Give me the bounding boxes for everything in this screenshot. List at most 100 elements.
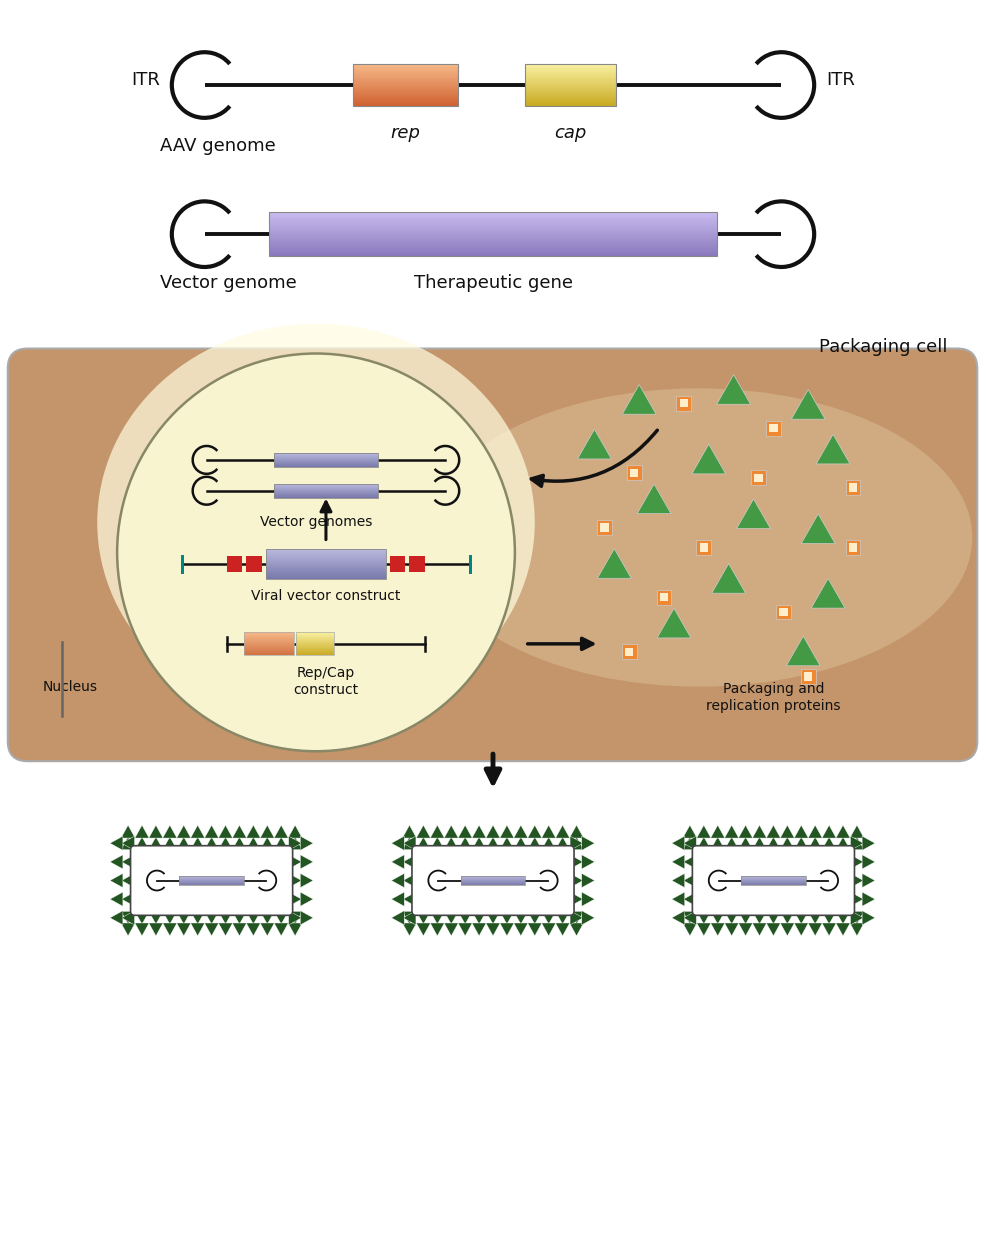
Polygon shape (751, 836, 766, 850)
Polygon shape (391, 892, 404, 907)
Polygon shape (528, 912, 541, 924)
Polygon shape (204, 912, 219, 924)
Polygon shape (402, 855, 415, 868)
Polygon shape (499, 912, 514, 924)
Bar (597, 520, 611, 534)
Polygon shape (821, 825, 835, 837)
Bar (768, 424, 777, 433)
Polygon shape (176, 836, 190, 850)
Bar (800, 669, 814, 684)
Polygon shape (682, 855, 696, 868)
Polygon shape (274, 825, 288, 837)
Polygon shape (794, 912, 808, 924)
Polygon shape (499, 825, 514, 837)
Bar (775, 605, 790, 620)
Polygon shape (682, 892, 696, 907)
Polygon shape (581, 892, 594, 907)
Polygon shape (514, 923, 528, 936)
Polygon shape (570, 910, 583, 925)
Polygon shape (541, 923, 555, 936)
Bar (621, 644, 636, 659)
Polygon shape (581, 855, 594, 868)
Polygon shape (402, 873, 415, 888)
Polygon shape (751, 825, 766, 837)
Polygon shape (850, 873, 863, 888)
Polygon shape (458, 923, 471, 936)
Polygon shape (149, 836, 163, 850)
Polygon shape (765, 923, 780, 936)
Polygon shape (260, 923, 274, 936)
Polygon shape (232, 825, 246, 837)
Polygon shape (176, 825, 190, 837)
Polygon shape (581, 910, 594, 925)
Polygon shape (657, 609, 690, 638)
Bar (679, 400, 687, 407)
Polygon shape (835, 825, 849, 837)
Polygon shape (765, 912, 780, 924)
Polygon shape (710, 912, 724, 924)
Polygon shape (135, 912, 149, 924)
Bar (245, 632, 294, 656)
Polygon shape (190, 825, 204, 837)
Polygon shape (716, 375, 749, 404)
Polygon shape (121, 892, 134, 907)
Text: ITR: ITR (131, 71, 160, 89)
Polygon shape (458, 836, 471, 850)
Polygon shape (570, 855, 583, 868)
Polygon shape (849, 825, 863, 837)
Polygon shape (485, 912, 500, 924)
Polygon shape (569, 923, 583, 936)
Bar (246, 557, 262, 573)
Bar (659, 593, 668, 601)
Polygon shape (724, 923, 738, 936)
Bar (629, 469, 638, 477)
Polygon shape (402, 825, 416, 837)
Polygon shape (710, 836, 724, 850)
Polygon shape (121, 855, 134, 868)
Polygon shape (402, 923, 416, 936)
FancyBboxPatch shape (691, 846, 854, 915)
Polygon shape (246, 923, 260, 936)
Polygon shape (260, 825, 274, 837)
Polygon shape (300, 892, 313, 907)
Polygon shape (232, 923, 246, 936)
Polygon shape (499, 836, 514, 850)
Polygon shape (232, 836, 246, 850)
Polygon shape (710, 825, 724, 837)
Polygon shape (569, 836, 583, 850)
Polygon shape (514, 912, 528, 924)
Text: Packaging cell: Packaging cell (818, 339, 947, 356)
Polygon shape (780, 825, 794, 837)
Bar (273, 453, 378, 466)
Polygon shape (794, 836, 808, 850)
Polygon shape (808, 825, 821, 837)
Polygon shape (149, 912, 163, 924)
Polygon shape (850, 855, 863, 868)
Polygon shape (786, 636, 819, 666)
Polygon shape (794, 923, 808, 936)
Polygon shape (163, 923, 176, 936)
Bar (765, 421, 780, 435)
Polygon shape (801, 513, 834, 543)
Polygon shape (274, 923, 288, 936)
Polygon shape (190, 912, 204, 924)
Bar (750, 470, 765, 485)
Polygon shape (765, 836, 780, 850)
Polygon shape (204, 836, 219, 850)
Polygon shape (288, 873, 302, 888)
Polygon shape (109, 910, 123, 925)
Polygon shape (850, 836, 863, 850)
Polygon shape (391, 855, 404, 868)
Polygon shape (711, 564, 744, 594)
Polygon shape (416, 825, 430, 837)
Polygon shape (682, 825, 696, 837)
Polygon shape (204, 825, 219, 837)
Polygon shape (736, 499, 770, 528)
Polygon shape (514, 825, 528, 837)
Polygon shape (163, 912, 176, 924)
Polygon shape (861, 873, 875, 888)
Polygon shape (671, 910, 684, 925)
Polygon shape (696, 912, 710, 924)
FancyBboxPatch shape (130, 846, 292, 915)
Polygon shape (528, 923, 541, 936)
